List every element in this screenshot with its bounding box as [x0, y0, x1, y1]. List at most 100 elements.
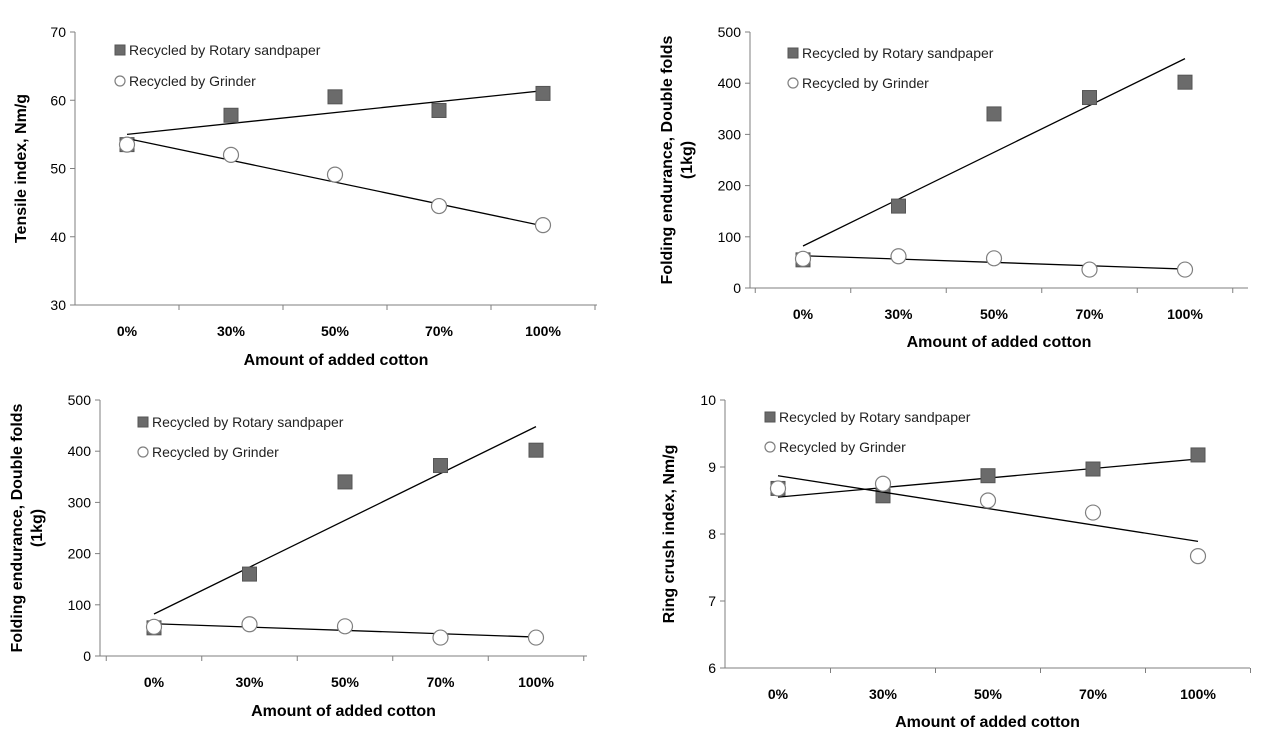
y-tick-label: 50 [50, 161, 66, 177]
x-tick-label: 30% [884, 306, 913, 322]
data-point-circle [985, 250, 1003, 267]
trend-line-square [153, 426, 537, 615]
data-point-square [1082, 90, 1097, 106]
legend-label: Recycled by Rotary sandpaper [152, 414, 344, 430]
y-axis-title: (1kg) [679, 141, 696, 179]
y-axis-title: Ring crush index, Nm/g [661, 445, 678, 624]
y-tick-label: 500 [68, 392, 92, 408]
y-tick-label: 30 [50, 297, 66, 313]
trend-line-square [802, 58, 1186, 247]
x-tick-label: 100% [1180, 686, 1216, 702]
data-point-circle [222, 146, 240, 163]
data-point-square [986, 106, 1002, 122]
data-point-square [433, 458, 448, 474]
data-point-circle [430, 197, 448, 215]
data-point-circle [979, 492, 997, 509]
data-point-circle [1176, 261, 1194, 278]
data-point-circle [534, 217, 552, 234]
x-tick-label: 0% [768, 686, 789, 702]
data-point-square [1085, 461, 1101, 477]
y-tick-label: 100 [68, 597, 92, 613]
y-tick-label: 6 [708, 660, 716, 676]
x-tick-label: 50% [331, 674, 360, 690]
data-point-circle [118, 136, 136, 153]
y-tick-label: 10 [700, 392, 716, 408]
data-point-circle [794, 250, 812, 267]
x-tick-label: 70% [425, 323, 454, 339]
data-point-square [980, 468, 996, 484]
legend-label: Recycled by Grinder [152, 444, 279, 460]
data-point-circle [1081, 261, 1098, 278]
y-axis-title: Tensile index, Nm/g [13, 94, 30, 243]
data-point-square [431, 102, 447, 118]
data-point-square [327, 89, 343, 105]
data-point-circle [1189, 548, 1207, 565]
y-axis-title: (1kg) [29, 509, 46, 547]
legend-circle-icon [114, 75, 126, 87]
y-axis-title: Folding endurance, Double folds [9, 403, 26, 652]
legend-label: Recycled by Rotary sandpaper [779, 409, 971, 425]
x-tick-label: 30% [869, 686, 898, 702]
y-tick-label: 40 [50, 229, 66, 245]
y-tick-label: 300 [68, 494, 92, 510]
x-tick-label: 0% [793, 306, 814, 322]
legend-label: Recycled by Rotary sandpaper [129, 42, 321, 58]
y-tick-label: 70 [50, 24, 66, 40]
data-point-circle [241, 616, 258, 633]
data-point-square [535, 85, 551, 101]
data-point-circle [890, 248, 907, 265]
data-point-circle [432, 629, 449, 646]
chart-panel-2: 0 100 200 300 400 500 0% 30% 50% 70% 100% Amount of… [659, 24, 1248, 351]
x-tick-label: 50% [974, 686, 1003, 702]
x-tick-label: 50% [321, 323, 350, 339]
data-point-circle [527, 629, 545, 646]
x-axis-title: Amount of added cotton [907, 334, 1092, 351]
y-tick-label: 400 [718, 75, 742, 91]
y-tick-label: 200 [68, 546, 92, 562]
data-point-circle [769, 480, 787, 497]
y-tick-label: 7 [708, 593, 716, 609]
x-tick-label: 30% [217, 323, 246, 339]
y-tick-label: 400 [68, 443, 92, 459]
chart-panel-3: 0 100 200 300 400 500 0% 30% 50% 70% 100% Amount of… [9, 392, 587, 720]
x-tick-label: 0% [144, 674, 165, 690]
x-tick-label: 100% [1167, 306, 1203, 322]
legend-label: Recycled by Grinder [779, 439, 906, 455]
data-point-square [242, 566, 257, 582]
y-tick-label: 60 [50, 92, 66, 108]
x-tick-label: 0% [117, 323, 138, 339]
data-point-square [891, 198, 906, 214]
y-tick-label: 500 [718, 24, 742, 40]
y-tick-label: 100 [718, 229, 742, 245]
x-tick-label: 70% [426, 674, 455, 690]
y-tick-label: 200 [718, 178, 742, 194]
x-axis-title: Amount of added cotton [895, 714, 1080, 731]
legend-label: Recycled by Rotary sandpaper [802, 45, 994, 61]
x-tick-label: 30% [235, 674, 264, 690]
y-tick-label: 0 [733, 280, 741, 296]
data-point-circle [874, 475, 892, 492]
data-point-square [223, 107, 239, 123]
x-tick-label: 100% [518, 674, 554, 690]
legend-label: Recycled by Grinder [802, 75, 929, 91]
legend-square-icon [787, 47, 799, 59]
x-axis-title: Amount of added cotton [251, 703, 436, 720]
legend-square-icon [764, 411, 776, 423]
data-point-square [528, 442, 544, 458]
x-tick-label: 70% [1079, 686, 1108, 702]
data-point-square [337, 474, 353, 490]
legend-circle-icon [764, 441, 776, 453]
trend-line-square [126, 90, 544, 136]
data-point-circle [145, 618, 163, 635]
x-tick-label: 100% [525, 323, 561, 339]
data-point-square [1190, 447, 1206, 463]
y-axis-title: Folding endurance, Double folds [659, 35, 676, 284]
legend-circle-icon [137, 446, 149, 458]
legend-square-icon [114, 44, 126, 56]
data-point-circle [336, 618, 354, 635]
data-point-square [1177, 74, 1193, 90]
chart-panel-1: 30 40 50 60 70 0% 30% 50% 70% 100% Amount of added… [13, 24, 597, 369]
y-tick-label: 9 [708, 459, 716, 475]
